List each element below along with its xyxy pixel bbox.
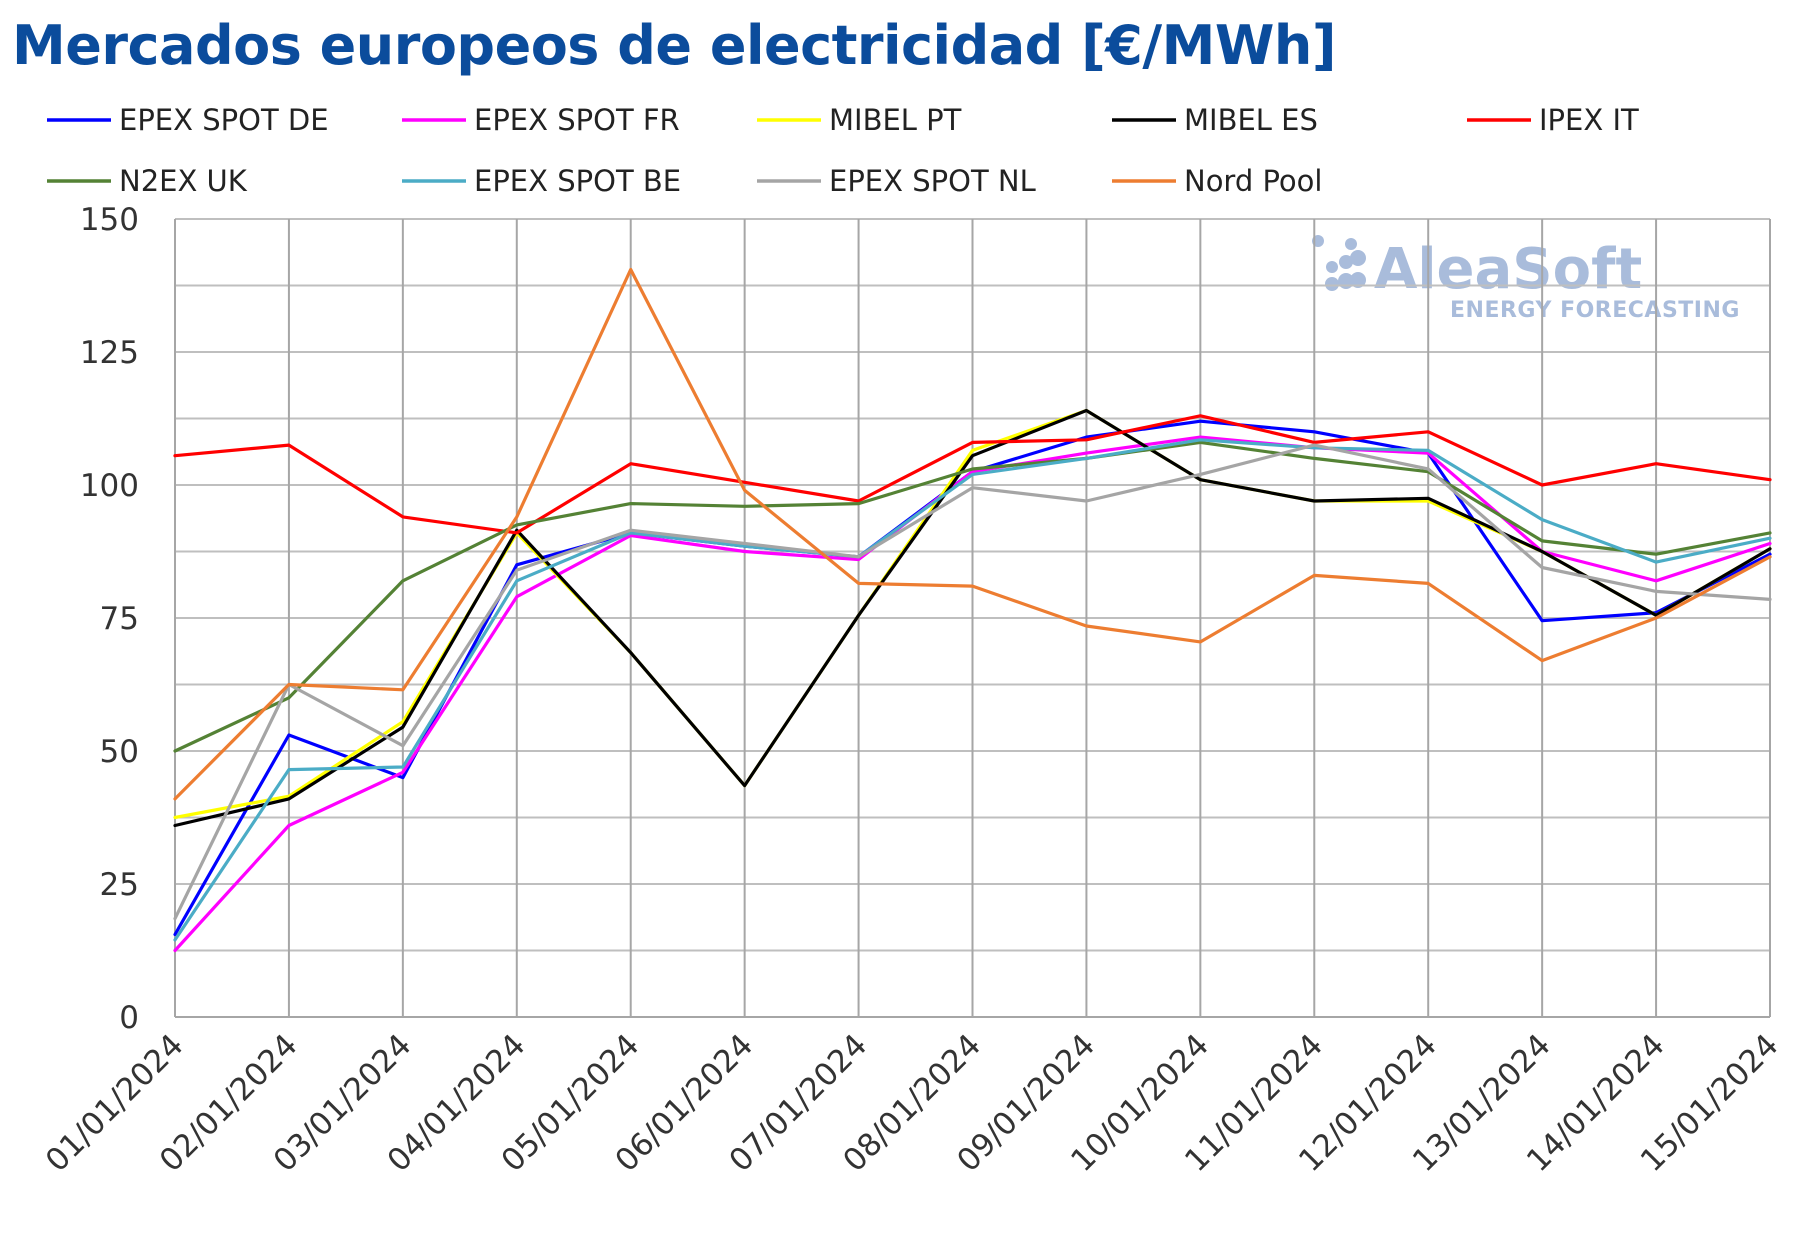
legend-label: IPEX IT [1539,103,1639,137]
series-line-epex-spot-nl [173,443,1772,921]
chart-title: Mercados europeos de electricidad [€/MWh… [12,14,1337,77]
series-lines [173,267,1772,953]
aleasoft-logo: AleaSoft ENERGY FORECASTING [1312,235,1740,323]
y-tick-label: 150 [80,202,139,238]
series-line-n2ex-uk [173,440,1772,753]
legend-item-epex-spot-nl: EPEX SPOT NL [757,164,1036,198]
legend-item-epex-spot-be: EPEX SPOT BE [402,164,681,198]
legend-item-epex-spot-fr: EPEX SPOT FR [402,103,680,137]
legend-label: EPEX SPOT FR [474,103,680,137]
legend-item-nord-pool: Nord Pool [1112,164,1322,198]
logo-dots-icon [1312,235,1366,291]
y-tick-label: 50 [100,734,139,770]
legend-item-ipex-it: IPEX IT [1467,103,1639,137]
legend-label: N2EX UK [119,164,248,198]
grid [174,218,1771,1018]
legend: EPEX SPOT DE EPEX SPOT FR MIBEL PT MIBEL ES… [47,103,1639,198]
legend-item-epex-spot-de: EPEX SPOT DE [47,103,329,137]
legend-item-mibel-pt: MIBEL PT [757,103,962,137]
legend-label: EPEX SPOT BE [474,164,681,198]
legend-item-mibel-es: MIBEL ES [1112,103,1318,137]
series-line-ipex-it [173,414,1772,535]
legend-label: Nord Pool [1184,164,1322,198]
y-tick-label: 100 [80,468,139,504]
legend-item-n2ex-uk: N2EX UK [47,164,248,198]
series-line-nord-pool [173,267,1772,801]
y-tick-label: 75 [100,601,139,637]
y-tick-label: 125 [80,335,139,371]
logo-text: AleaSoft [1374,237,1642,302]
series-line-epex-spot-be [173,438,1772,942]
legend-label: MIBEL PT [829,103,962,137]
y-tick-label: 0 [119,1000,139,1036]
legend-label: EPEX SPOT NL [829,164,1036,198]
legend-label: EPEX SPOT DE [119,103,329,137]
legend-label: MIBEL ES [1184,103,1318,137]
logo-tagline: ENERGY FORECASTING [1450,298,1740,323]
y-tick-label: 25 [100,867,139,903]
